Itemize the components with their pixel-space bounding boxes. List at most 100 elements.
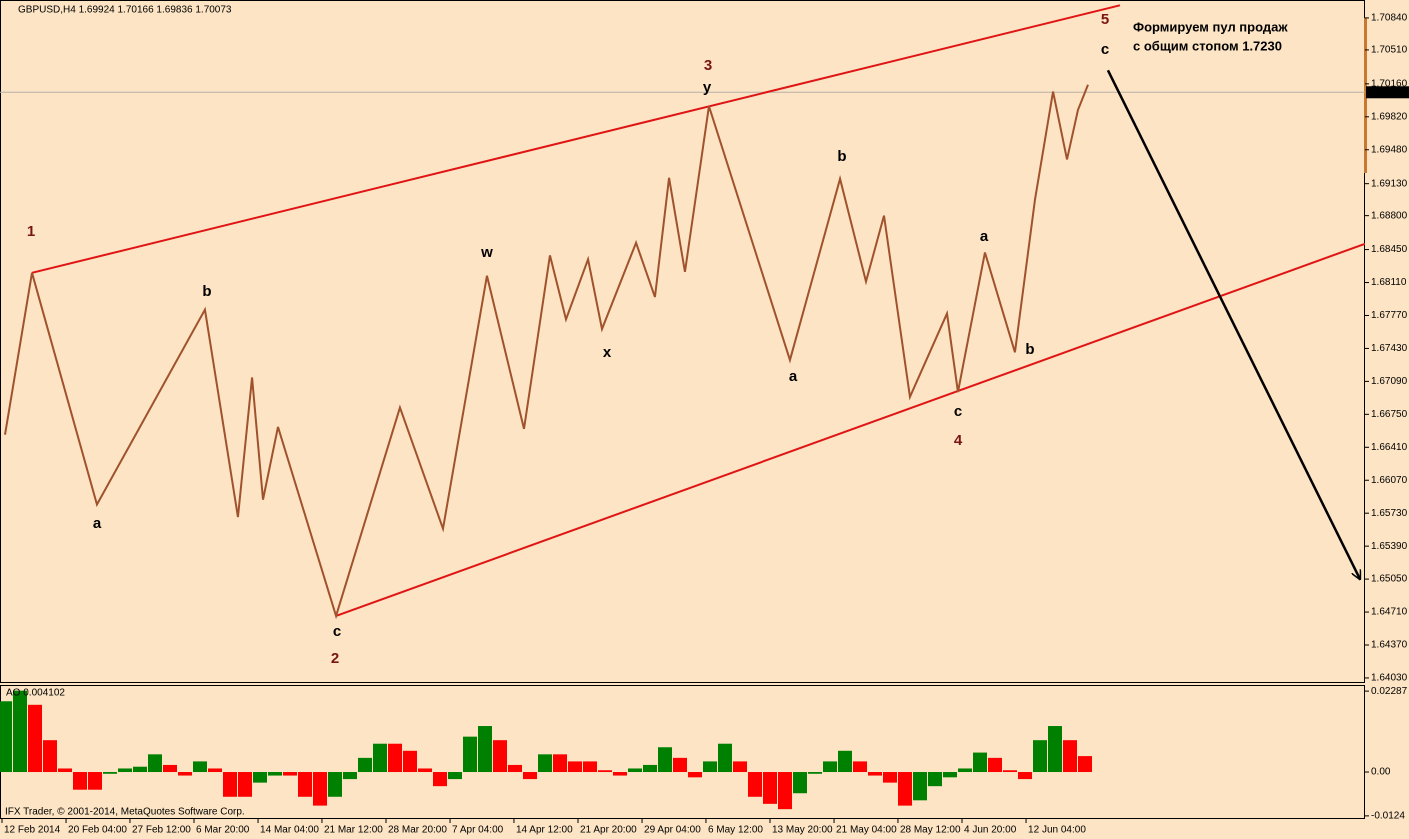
x-tick-label: 27 Feb 12:00 xyxy=(132,825,191,836)
y-tick-label: 1.65050 xyxy=(1371,574,1408,585)
y-tick-label: 1.69820 xyxy=(1371,111,1408,122)
ao-bar xyxy=(432,772,447,787)
x-tick-label: 21 Apr 20:00 xyxy=(580,825,637,836)
ao-bar xyxy=(777,772,792,810)
wave-label: b xyxy=(837,148,846,165)
ao-bar xyxy=(597,770,612,773)
ao-bar xyxy=(732,761,747,773)
wave-line xyxy=(4,84,1089,620)
ao-bar xyxy=(762,772,777,804)
ao-bar xyxy=(582,761,597,773)
ao-bar xyxy=(912,772,927,801)
ao-bar xyxy=(87,772,102,790)
x-tick-label: 4 Jun 20:00 xyxy=(964,825,1017,836)
ao-bar xyxy=(1017,772,1032,780)
ao-bar xyxy=(162,764,177,773)
y-tick-label: 1.66750 xyxy=(1371,409,1408,420)
wave-label: c xyxy=(333,623,341,640)
ao-plot xyxy=(0,690,1092,810)
x-tick-label: 20 Feb 04:00 xyxy=(68,825,127,836)
ao-bar xyxy=(27,704,42,773)
ao-bar xyxy=(567,761,582,773)
ao-bar xyxy=(612,772,627,776)
ao-bar xyxy=(327,772,342,797)
ao-bar xyxy=(252,772,267,783)
ao-bar xyxy=(927,772,942,787)
y-tick-label: 1.66410 xyxy=(1371,442,1408,453)
ao-bar xyxy=(102,772,117,774)
ao-bar xyxy=(207,768,222,773)
ao-bar xyxy=(57,768,72,773)
y-tick-label: 1.65390 xyxy=(1371,541,1408,552)
channel-line xyxy=(335,242,1365,617)
ao-bar xyxy=(477,726,492,773)
y-tick-label: 0.00 xyxy=(1371,767,1391,778)
ao-bar xyxy=(417,768,432,773)
main-frame xyxy=(0,0,1365,683)
wave-label: c xyxy=(954,403,962,420)
wave-label: 5 xyxy=(1101,11,1109,28)
y-tick-label: 1.69480 xyxy=(1371,144,1408,155)
ao-bar xyxy=(282,772,297,776)
ao-bar xyxy=(942,772,957,778)
ao-bar xyxy=(867,772,882,776)
wave-label: 4 xyxy=(954,432,963,449)
ao-bar xyxy=(552,754,567,773)
x-tick-label: 14 Apr 12:00 xyxy=(516,825,573,836)
ao-bar xyxy=(192,761,207,773)
ao-title: AO 0.004102 xyxy=(6,688,65,699)
y-tick-label: 1.69130 xyxy=(1371,178,1408,189)
ao-bar xyxy=(627,768,642,773)
ao-bar xyxy=(672,757,687,773)
ao-bar xyxy=(1032,740,1047,773)
ao-bar xyxy=(987,757,1002,773)
y-tick-label: 1.70160 xyxy=(1371,78,1408,89)
chart-title: GBPUSD,H4 1.69924 1.70166 1.69836 1.7007… xyxy=(18,5,232,16)
y-tick-label: 1.64030 xyxy=(1371,673,1408,684)
ao-bar xyxy=(177,772,192,776)
ao-bar xyxy=(132,766,147,773)
x-tick-label: 29 Apr 04:00 xyxy=(644,825,701,836)
y-tick-label: 1.67770 xyxy=(1371,310,1408,321)
x-tick-label: 7 Apr 04:00 xyxy=(452,825,504,836)
wave-label: c xyxy=(1101,41,1109,58)
x-tick-label: 13 May 20:00 xyxy=(772,825,833,836)
y-tick-label: 1.70840 xyxy=(1371,13,1408,24)
ao-bar xyxy=(42,740,57,773)
ao-bar xyxy=(822,761,837,773)
ao-bar xyxy=(372,743,387,773)
ao-bar xyxy=(747,772,762,797)
y-tick-label: 1.68800 xyxy=(1371,210,1408,221)
ao-bar xyxy=(1047,726,1062,773)
wave-label: a xyxy=(93,515,102,532)
ao-bar xyxy=(357,757,372,773)
ao-bar xyxy=(1002,770,1017,773)
ao-bar xyxy=(492,740,507,773)
ao-bar xyxy=(522,772,537,780)
ao-bar xyxy=(957,768,972,773)
y-tick-label: 1.67090 xyxy=(1371,376,1408,387)
x-tick-label: 12 Jun 04:00 xyxy=(1028,825,1086,836)
y-tick-label: 0.02287 xyxy=(1371,686,1408,697)
wave-label: y xyxy=(703,79,712,96)
ao-bar xyxy=(837,750,852,773)
current-price-label: 1.70073 xyxy=(1369,87,1406,98)
ao-bar xyxy=(297,772,312,797)
wave-label: 3 xyxy=(704,57,712,74)
ao-bar xyxy=(807,772,822,774)
ao-bar xyxy=(117,768,132,773)
x-tick-label: 28 May 12:00 xyxy=(900,825,961,836)
footer: IFX Trader, © 2001-2014, MetaQuotes Soft… xyxy=(5,807,245,818)
ao-bar xyxy=(687,772,702,778)
ao-bar xyxy=(1077,756,1092,773)
ao-bar xyxy=(717,743,732,773)
y-tick-label: 1.64370 xyxy=(1371,640,1408,651)
y-tick-label: 1.67430 xyxy=(1371,343,1408,354)
ao-bar xyxy=(642,764,657,773)
main-plot xyxy=(0,4,1365,620)
ao-bar xyxy=(882,772,897,783)
arrow xyxy=(1106,69,1360,579)
ao-bar xyxy=(12,690,27,773)
ao-bar xyxy=(462,736,477,773)
